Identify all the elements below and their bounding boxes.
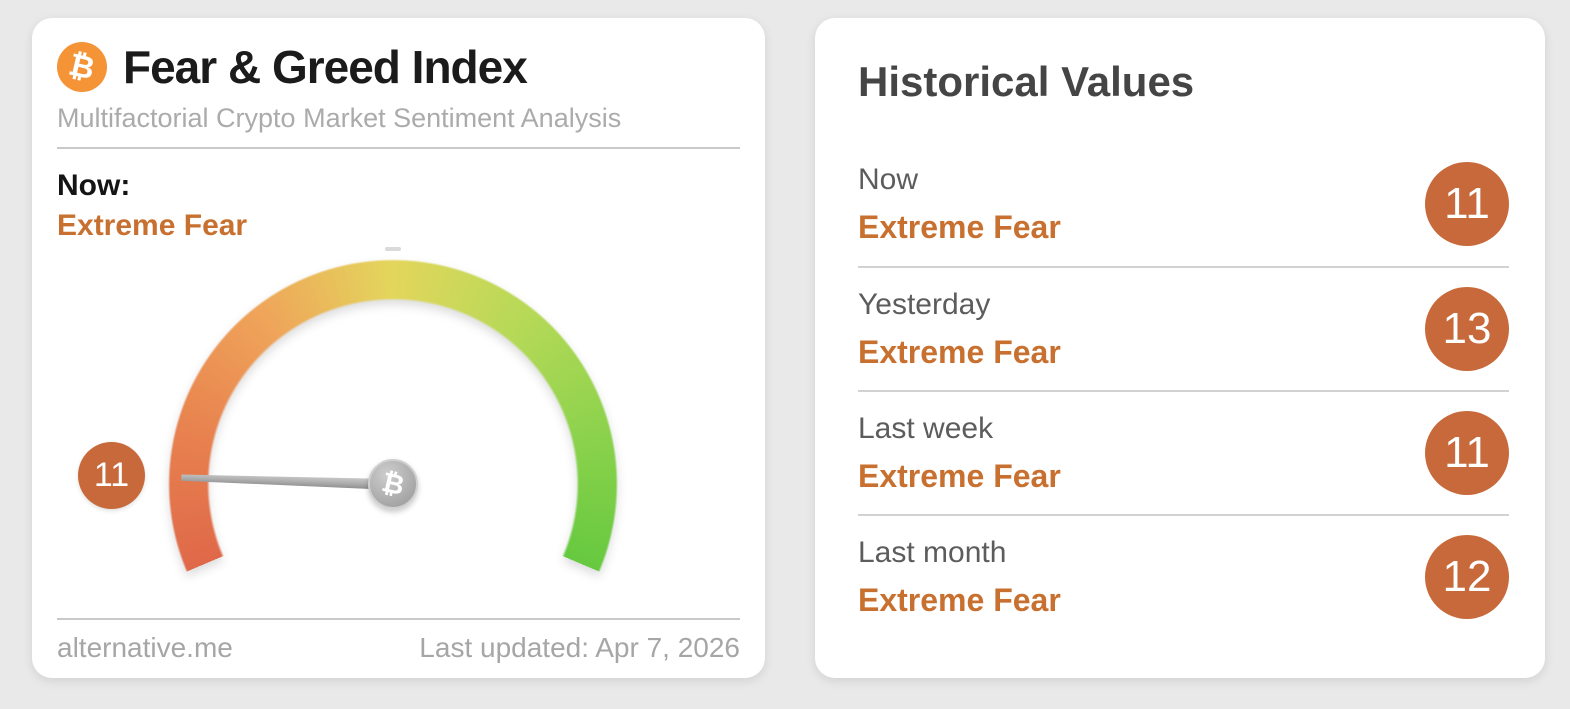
table-row: Last week Extreme Fear 11 <box>858 390 1509 514</box>
fear-greed-footer: alternative.me Last updated: Apr 7, 2026 <box>57 632 740 664</box>
historical-values-card: Historical Values Now Extreme Fear 11 Ye… <box>815 18 1545 678</box>
gauge-value-badge: 11 <box>78 442 145 509</box>
classification-label: Extreme Fear <box>858 333 1061 370</box>
footer-divider <box>57 618 740 620</box>
classification-label: Extreme Fear <box>858 581 1061 618</box>
page-subtitle: Multifactorial Crypto Market Sentiment A… <box>57 103 622 133</box>
bitcoin-glyph: ₿ <box>65 46 99 87</box>
last-updated-text: Last updated: Apr 7, 2026 <box>419 632 740 663</box>
now-classification: Extreme Fear <box>57 208 248 242</box>
period-label: Last week <box>858 411 994 445</box>
bitcoin-icon: ₿ <box>378 466 408 502</box>
table-row: Last month Extreme Fear 12 <box>858 514 1509 638</box>
classification-label: Extreme Fear <box>858 457 1061 494</box>
period-label: Yesterday <box>858 287 991 321</box>
gauge-midpoint-tick <box>385 247 401 251</box>
historical-values-title: Historical Values <box>858 58 1195 105</box>
bitcoin-icon: ₿ <box>57 42 107 92</box>
classification-label: Extreme Fear <box>858 208 1061 245</box>
row-text: Last week Extreme Fear <box>858 412 1061 495</box>
row-text: Yesterday Extreme Fear <box>858 288 1061 371</box>
value-badge: 12 <box>1425 535 1509 619</box>
value-badge: 11 <box>1425 162 1509 246</box>
fear-greed-card: ₿ Fear & Greed Index Multifactorial Cryp… <box>32 18 765 709</box>
now-label: Now: <box>57 168 131 202</box>
source-link[interactable]: alternative.me <box>57 632 233 663</box>
value-badge: 13 <box>1425 287 1509 371</box>
row-text: Last month Extreme Fear <box>858 536 1061 619</box>
historical-rows: Now Extreme Fear 11 Yesterday Extreme Fe… <box>858 142 1509 638</box>
gauge-needle <box>181 472 393 490</box>
page-title: Fear & Greed Index <box>123 41 528 93</box>
value-badge: 11 <box>1425 411 1509 495</box>
fear-greed-header: ₿ Fear & Greed Index <box>32 18 765 92</box>
gauge-hub: ₿ <box>368 459 418 509</box>
period-label: Now <box>858 162 919 196</box>
header-divider <box>57 146 740 149</box>
row-text: Now Extreme Fear <box>858 163 1061 246</box>
period-label: Last month <box>858 535 1007 569</box>
table-row: Yesterday Extreme Fear 13 <box>858 266 1509 390</box>
table-row: Now Extreme Fear 11 <box>858 142 1509 266</box>
